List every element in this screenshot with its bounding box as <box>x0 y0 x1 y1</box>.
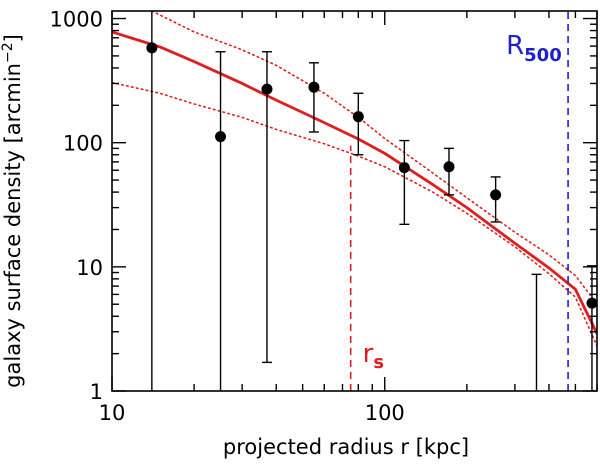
data-point-10 <box>586 297 598 309</box>
confidence-band-lower <box>112 81 597 347</box>
y-tick-label: 1 <box>90 380 103 404</box>
y-tick-label: 10 <box>76 256 103 280</box>
axes-group <box>111 10 598 392</box>
x-tick-label: 10 <box>99 401 126 425</box>
y-axis-label: galaxy surface density [arcmin−2] <box>0 34 25 388</box>
data-point-2 <box>215 131 227 143</box>
label-r-500-main: R <box>506 31 524 61</box>
reference-lines-group: rs R500 <box>349 11 569 391</box>
data-point-1 <box>146 42 158 54</box>
confidence-band-upper <box>151 11 597 306</box>
fit-curve <box>112 30 597 335</box>
y-axis-label-main: galaxy surface density [arcmin <box>1 63 25 388</box>
data-points-group <box>146 42 598 309</box>
data-point-4 <box>308 81 320 93</box>
y-axis-label-superscript: −2 <box>0 42 16 63</box>
fit-curve-group <box>112 30 597 335</box>
data-point-7 <box>443 161 455 173</box>
error-bars-group <box>151 11 597 391</box>
label-r-500: R500 <box>506 31 562 66</box>
label-r-s: rs <box>363 339 384 373</box>
data-point-8 <box>490 189 502 201</box>
x-axis-label: projected radius r [kpc] <box>223 435 469 459</box>
data-point-5 <box>352 111 364 123</box>
y-tick-label: 100 <box>63 132 103 156</box>
y-tick-label: 1000 <box>50 8 103 32</box>
label-r-500-sub: 500 <box>524 45 562 66</box>
confidence-band-group <box>112 11 597 347</box>
y-axis-label-end: ] <box>1 34 25 42</box>
plot-frame <box>111 10 598 392</box>
label-r-s-sub: s <box>373 352 384 373</box>
label-r-s-main: r <box>363 339 374 369</box>
x-tick-label: 100 <box>365 401 405 425</box>
data-point-6 <box>398 162 410 174</box>
data-point-3 <box>261 83 273 95</box>
